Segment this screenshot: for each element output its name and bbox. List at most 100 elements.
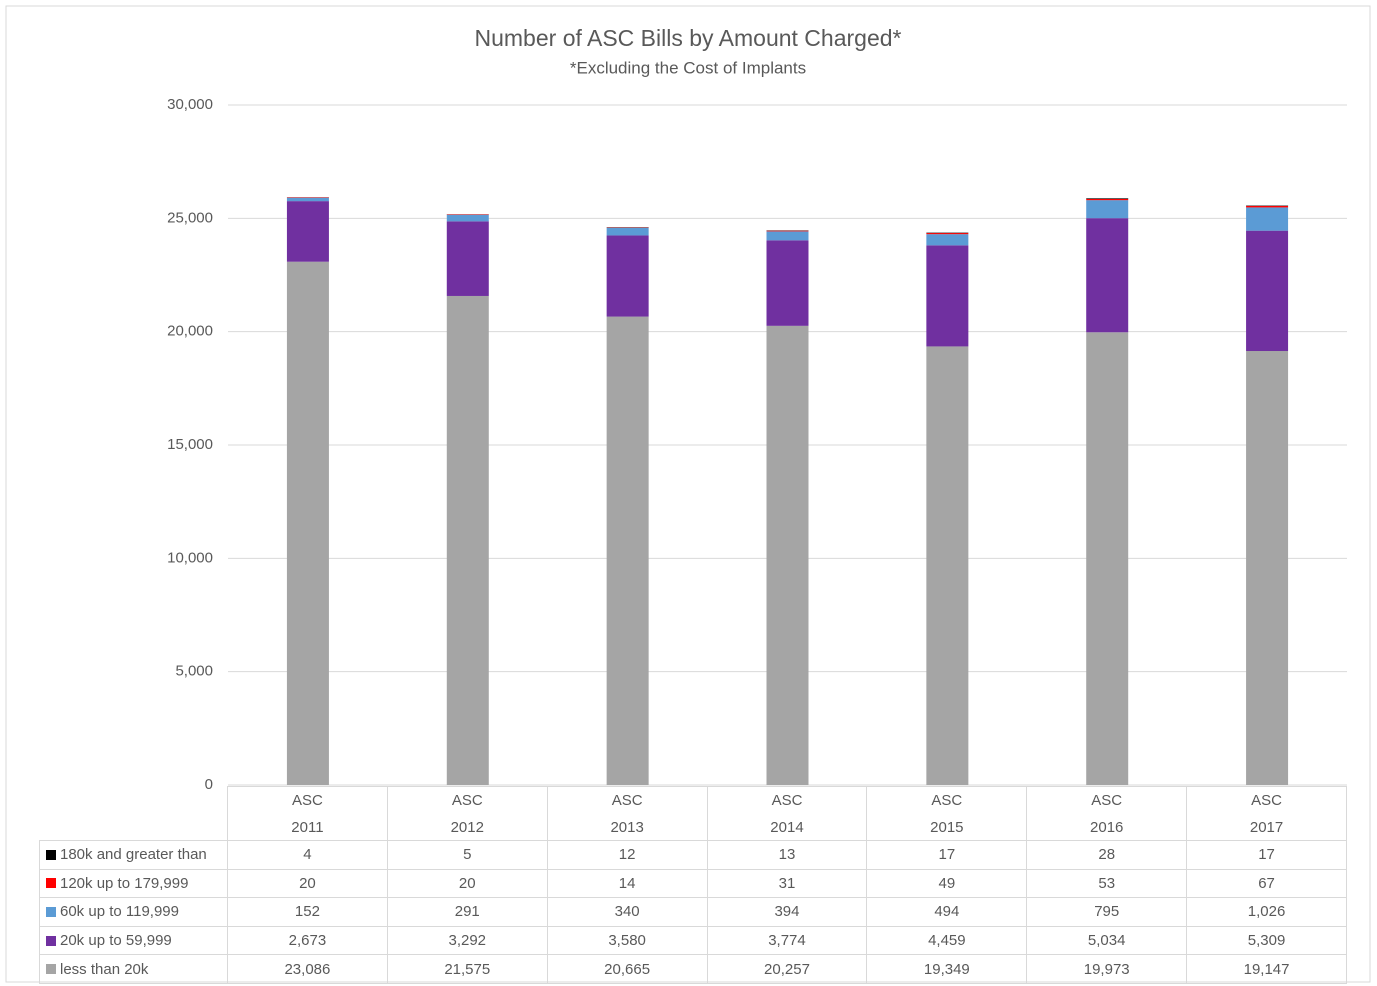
value-cell: 19,147 [1186, 954, 1347, 984]
bar-segment [1246, 207, 1289, 231]
category-cell: ASC 2014 [706, 786, 868, 841]
bar-segment [1246, 230, 1289, 352]
legend-swatch [46, 906, 56, 917]
bar-segment [286, 261, 329, 785]
value-cell: 13 [706, 840, 868, 870]
chart-title: Number of ASC Bills by Amount Charged* [475, 25, 902, 51]
legend-cell: 20k up to 59,999 [39, 925, 228, 956]
value-cell: 291 [386, 897, 548, 927]
bar-segment [926, 234, 969, 246]
category-cell: ASC 2012 [386, 786, 548, 841]
value-cell: 3,774 [706, 925, 868, 956]
bar-segment [766, 230, 809, 232]
bar-segment [1086, 198, 1129, 199]
legend-swatch [46, 878, 56, 889]
value-cell: 20,257 [706, 954, 868, 984]
legend-cell: less than 20k [39, 954, 228, 984]
bar-segment [1086, 200, 1129, 219]
bar-segment [1246, 205, 1289, 208]
category-cell: ASC 2017 [1186, 786, 1347, 841]
value-cell: 12 [546, 840, 708, 870]
legend-cell: 60k up to 119,999 [39, 897, 228, 927]
value-cell: 394 [706, 897, 868, 927]
category-cell: ASC 2011 [227, 786, 388, 841]
bar-segment [766, 231, 809, 241]
bar-segment [1086, 218, 1129, 333]
legend-swatch [46, 849, 56, 860]
x-tick-label: ASC 2017 [1249, 791, 1284, 836]
category-cell: ASC 2015 [866, 786, 1028, 841]
chart-subtitle: *Excluding the Cost of Implants [570, 58, 806, 77]
value-cell: 152 [227, 897, 388, 927]
legend-label: 60k up to 119,999 [60, 903, 179, 921]
value-cell: 2,673 [227, 925, 388, 956]
bar-segment [926, 245, 969, 347]
legend-label: less than 20k [60, 960, 149, 978]
legend-swatch [46, 964, 56, 975]
bar-segment [926, 233, 969, 235]
category-cell: ASC 2013 [546, 786, 708, 841]
value-cell: 28 [1026, 840, 1188, 870]
bar-segment [446, 214, 489, 222]
bar-segment [606, 227, 649, 236]
value-cell: 1,026 [1186, 897, 1347, 927]
legend-label: 180k and greater than [60, 846, 207, 864]
category-cell: ASC 2016 [1026, 786, 1188, 841]
legend-label: 20k up to 59,999 [60, 932, 172, 950]
x-tick-label: ASC 2012 [450, 791, 484, 836]
chart-border [5, 5, 1371, 983]
value-cell: 20,665 [546, 954, 708, 984]
value-cell: 19,349 [866, 954, 1028, 984]
value-cell: 494 [866, 897, 1028, 927]
bar-segment [926, 346, 969, 785]
value-cell: 49 [866, 868, 1028, 899]
value-cell: 20 [386, 868, 548, 899]
bar-segment [1086, 198, 1129, 201]
value-cell: 5,034 [1026, 925, 1188, 956]
bar-segment [286, 197, 329, 202]
bar-segment [446, 221, 489, 296]
value-cell: 23,086 [227, 954, 388, 984]
bar-segment [446, 295, 489, 785]
value-cell: 4 [227, 840, 388, 870]
y-tick-label: 10,000 [167, 549, 213, 566]
value-cell: 5,309 [1186, 925, 1347, 956]
value-cell: 14 [546, 868, 708, 899]
value-cell: 19,973 [1026, 954, 1188, 984]
y-tick-label: 20,000 [167, 323, 213, 340]
value-cell: 67 [1186, 868, 1347, 899]
value-cell: 31 [706, 868, 868, 899]
y-tick-label: 0 [205, 776, 213, 793]
x-tick-label: ASC 2014 [770, 791, 804, 836]
legend-cell: 180k and greater than [39, 840, 228, 870]
value-cell: 53 [1026, 868, 1188, 899]
value-cell: 21,575 [386, 954, 548, 984]
legend-label: 120k up to 179,999 [60, 874, 189, 892]
value-cell: 340 [546, 897, 708, 927]
y-tick-label: 25,000 [167, 209, 213, 226]
y-tick-label: 30,000 [167, 96, 213, 113]
value-cell: 4,459 [866, 925, 1028, 956]
bar-segment [766, 325, 809, 785]
bar-segment [606, 316, 649, 785]
bar-segment [606, 235, 649, 317]
value-cell: 3,292 [386, 925, 548, 956]
y-tick-label: 15,000 [167, 436, 213, 453]
value-cell: 3,580 [546, 925, 708, 956]
value-cell: 5 [386, 840, 548, 870]
bar-segment [1086, 332, 1129, 785]
bar-segment [1246, 351, 1289, 785]
legend-swatch [46, 935, 56, 946]
y-tick-label: 5,000 [175, 663, 213, 680]
bar-segment [766, 240, 809, 326]
x-tick-label: ASC 2015 [930, 791, 964, 836]
value-cell: 17 [1186, 840, 1347, 870]
value-cell: 795 [1026, 897, 1188, 927]
value-cell: 17 [866, 840, 1028, 870]
legend-cell: 120k up to 179,999 [39, 868, 228, 899]
x-tick-label: ASC 2016 [1090, 791, 1124, 836]
value-cell: 20 [227, 868, 388, 899]
x-tick-label: ASC 2013 [610, 791, 644, 836]
